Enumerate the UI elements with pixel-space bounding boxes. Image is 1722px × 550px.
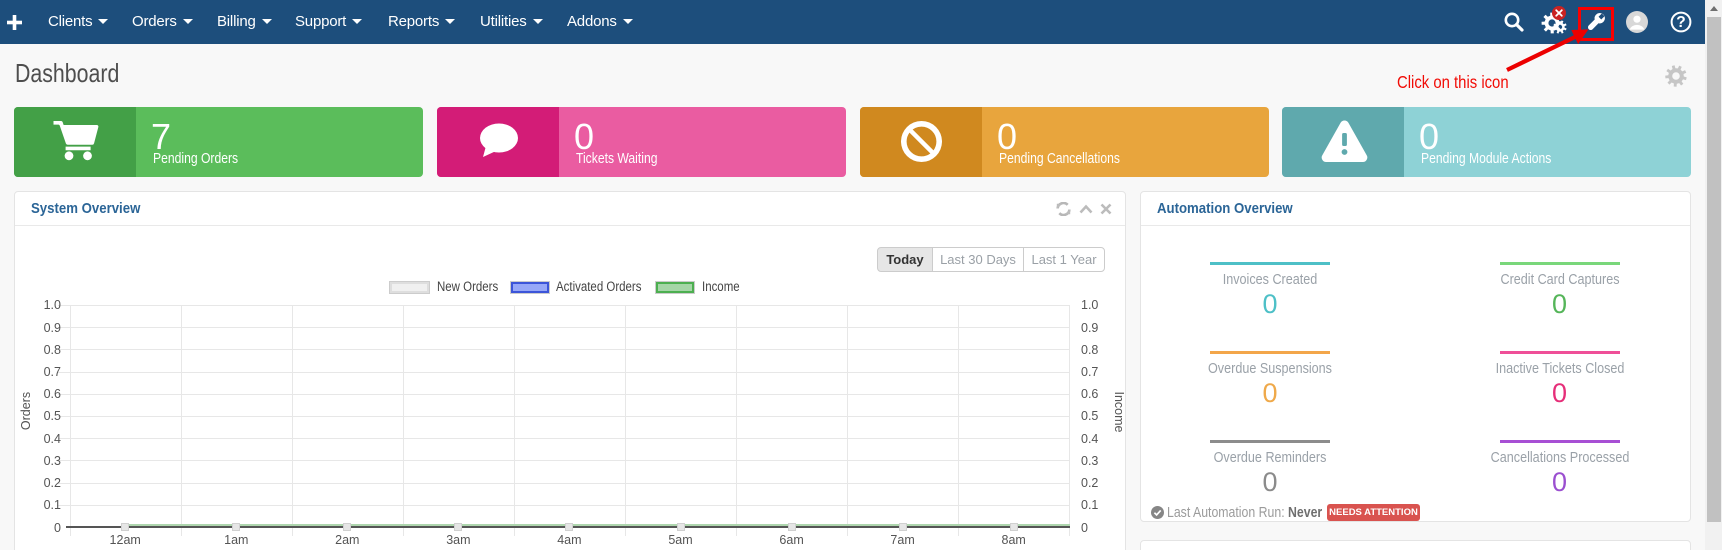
svg-text:?: ? <box>1676 14 1685 31</box>
